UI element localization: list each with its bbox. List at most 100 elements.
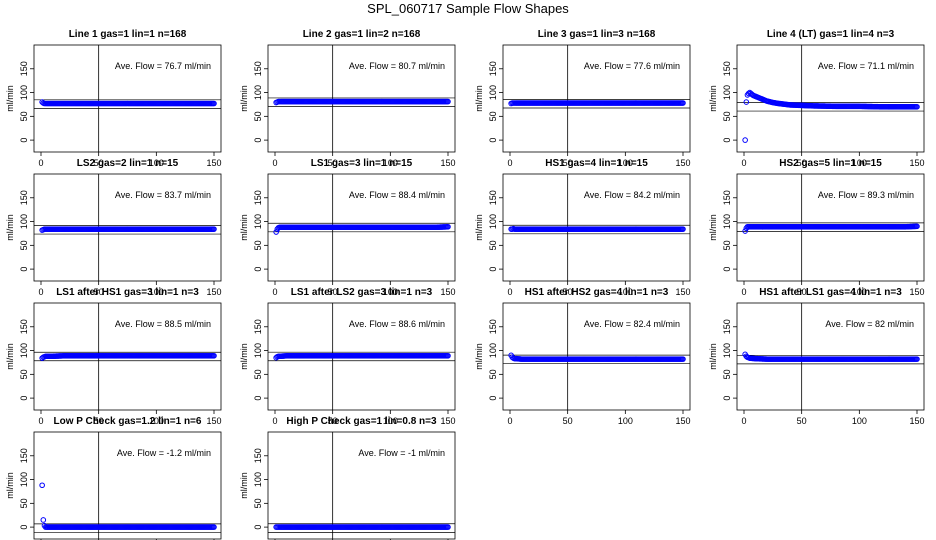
y-tick-label: 50	[19, 111, 29, 121]
data-point	[680, 356, 686, 362]
y-tick-label: 150	[19, 319, 29, 334]
panel-4: Line 4 (LT) gas=1 lin=4 n=3 0 50 100 150 0 50 1…	[708, 29, 925, 168]
data-point	[410, 352, 417, 359]
y-axis-label: ml/min	[239, 85, 249, 112]
data-point	[576, 100, 583, 106]
plot-frame	[736, 173, 925, 282]
data-point	[433, 524, 440, 530]
data-point	[787, 102, 793, 108]
data-point	[277, 524, 284, 530]
data-point	[277, 98, 284, 105]
x-tick-label: 50	[94, 158, 104, 168]
data-point	[364, 224, 371, 231]
data-point	[387, 524, 394, 530]
ave-flow-annotation: Ave. Flow = -1 ml/min	[358, 448, 445, 458]
data-point	[410, 98, 417, 105]
data-point	[599, 100, 606, 106]
data-point	[668, 226, 675, 232]
y-tick-label: 100	[253, 472, 263, 487]
data-point	[879, 223, 886, 230]
y-tick-label: 50	[19, 369, 29, 379]
panel-title: Line 1 gas=1 lin=1 n=168	[69, 29, 187, 40]
y-tick-label: 50	[488, 369, 498, 379]
panel-11: HS1 after HS2 gas=4 lin=1 n=3 0 50 100 150 0 5…	[474, 287, 691, 426]
ave-flow-annotation: Ave. Flow = 76.7 ml/min	[115, 61, 211, 71]
data-point	[433, 224, 440, 231]
y-tick-label: 150	[19, 190, 29, 205]
x-tick-label: 100	[149, 287, 164, 297]
data-point	[49, 524, 56, 530]
data-point	[318, 98, 324, 105]
data-point	[787, 223, 793, 230]
y-axis-label: ml/min	[239, 214, 249, 241]
data-point	[764, 356, 770, 362]
x-tick-label: 100	[618, 158, 633, 168]
data-point	[530, 356, 536, 362]
y-axis-label: ml/min	[708, 343, 718, 370]
y-tick-label: 100	[253, 214, 263, 229]
x-tick-label: 50	[328, 287, 338, 297]
data-point	[576, 356, 583, 362]
plot-frame	[267, 44, 456, 153]
data-point	[902, 356, 909, 362]
y-tick-label: 0	[19, 396, 29, 401]
y-axis-label: ml/min	[474, 343, 484, 370]
data-point	[364, 352, 371, 359]
data-point	[518, 356, 525, 362]
y-tick-label: 150	[488, 190, 498, 205]
data-point	[341, 98, 348, 105]
data-point	[856, 356, 863, 362]
data-point	[530, 226, 536, 232]
y-tick-label: 100	[488, 85, 498, 100]
plot-frame	[502, 173, 691, 282]
x-tick-label: 150	[675, 158, 690, 168]
x-tick-label: 0	[741, 416, 746, 426]
y-tick-label: 50	[722, 240, 732, 250]
data-point	[770, 99, 776, 106]
x-tick-label: 150	[440, 416, 455, 426]
data-point	[283, 224, 290, 231]
data-point	[745, 90, 752, 97]
y-tick-label: 50	[19, 240, 29, 250]
data-point	[43, 100, 50, 107]
data-point	[553, 100, 559, 106]
data-point	[512, 355, 519, 362]
x-tick-label: 0	[38, 416, 43, 426]
x-tick-label: 0	[507, 287, 512, 297]
y-tick-label: 100	[19, 214, 29, 229]
plot-frame	[267, 173, 456, 282]
x-tick-label: 150	[909, 158, 924, 168]
data-point	[645, 356, 652, 362]
data-point	[553, 356, 559, 362]
data-point	[902, 104, 909, 110]
y-tick-label: 150	[253, 319, 263, 334]
data-point	[622, 100, 629, 106]
data-point	[512, 100, 519, 106]
x-tick-label: 0	[272, 158, 277, 168]
y-tick-label: 50	[488, 240, 498, 250]
data-point	[576, 226, 583, 232]
data-point	[176, 524, 183, 530]
y-tick-label: 0	[253, 525, 263, 530]
data-point	[43, 353, 50, 360]
x-tick-label: 100	[383, 158, 398, 168]
x-tick-label: 100	[149, 158, 164, 168]
data-point	[49, 100, 56, 107]
data-point	[61, 226, 67, 232]
panel-title: Line 3 gas=1 lin=3 n=168	[538, 29, 656, 40]
x-tick-label: 150	[909, 287, 924, 297]
x-tick-label: 0	[507, 416, 512, 426]
data-point	[61, 100, 67, 107]
plot-frame	[33, 302, 222, 411]
data-point	[856, 223, 863, 230]
x-tick-label: 150	[440, 158, 455, 168]
data-point	[199, 352, 206, 359]
data-point	[752, 355, 759, 362]
x-tick-label: 150	[440, 287, 455, 297]
data-point	[49, 226, 56, 232]
data-point	[107, 100, 113, 107]
data-point	[318, 352, 324, 359]
data-point	[680, 100, 686, 106]
panel-14: High P Check gas=1 lin=0.8 n=3 0 50 100 150 0…	[239, 416, 456, 540]
data-point	[176, 100, 183, 107]
